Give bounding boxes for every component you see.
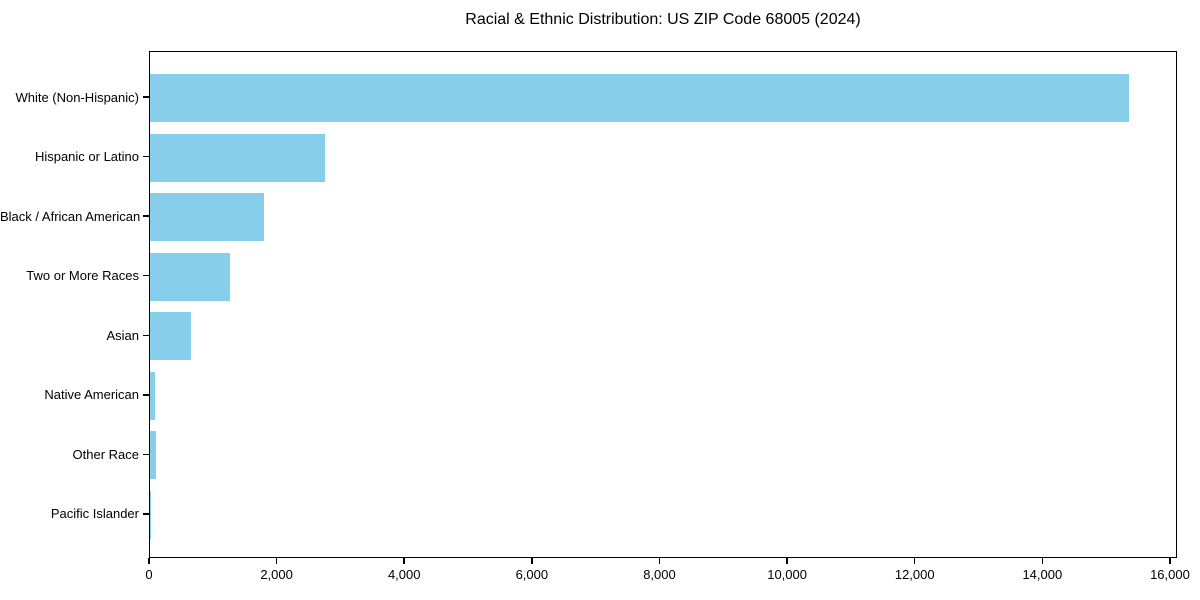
x-tick-mark: [1169, 558, 1171, 564]
x-tick-mark: [1041, 558, 1044, 564]
x-tick-label: 6,000: [515, 567, 549, 582]
bar: [150, 431, 157, 480]
bar: [150, 193, 264, 242]
x-tick-mark: [658, 558, 661, 564]
chart-title: Racial & Ethnic Distribution: US ZIP Cod…: [465, 11, 861, 28]
bar: [150, 371, 155, 420]
x-tick-label: 10,000: [767, 567, 807, 582]
y-tick-mark: [143, 155, 149, 158]
x-tick-mark: [531, 558, 533, 564]
y-axis-label: Pacific Islander: [50, 506, 139, 522]
y-axis-label: Black / African American: [0, 208, 141, 224]
x-tick-label: 0: [145, 567, 153, 582]
x-tick-label: 8,000: [643, 567, 676, 582]
y-axis-label: Asian: [106, 327, 139, 343]
x-tick-label: 2,000: [260, 567, 293, 582]
y-tick-mark: [143, 215, 149, 217]
x-tick-mark: [913, 558, 916, 564]
x-tick-mark: [786, 558, 788, 564]
y-axis-label: Hispanic or Latino: [34, 149, 139, 165]
x-tick-mark: [275, 558, 278, 564]
y-tick-mark: [143, 274, 149, 277]
x-tick-label: 12,000: [894, 567, 935, 582]
bar: [150, 133, 325, 182]
y-tick-mark: [143, 513, 149, 515]
x-tick-label: 16,000: [1150, 567, 1190, 582]
bar: [150, 74, 1129, 122]
x-tick-label: 14,000: [1022, 567, 1063, 582]
y-tick-mark: [143, 334, 149, 337]
bar: [150, 312, 192, 361]
bar: [150, 252, 231, 301]
bar: [150, 490, 151, 539]
y-axis-label: Two or More Races: [26, 268, 139, 284]
y-tick-mark: [143, 96, 149, 98]
plot-area: [149, 51, 1177, 558]
y-tick-mark: [143, 394, 149, 396]
y-tick-mark: [143, 453, 149, 456]
y-axis-label: White (Non-Hispanic): [15, 89, 139, 105]
x-tick-mark: [148, 558, 150, 564]
x-tick-label: 4,000: [387, 567, 421, 582]
y-axis-label: Other Race: [72, 446, 139, 462]
x-tick-mark: [403, 558, 405, 564]
y-axis-label: Native American: [44, 387, 139, 403]
